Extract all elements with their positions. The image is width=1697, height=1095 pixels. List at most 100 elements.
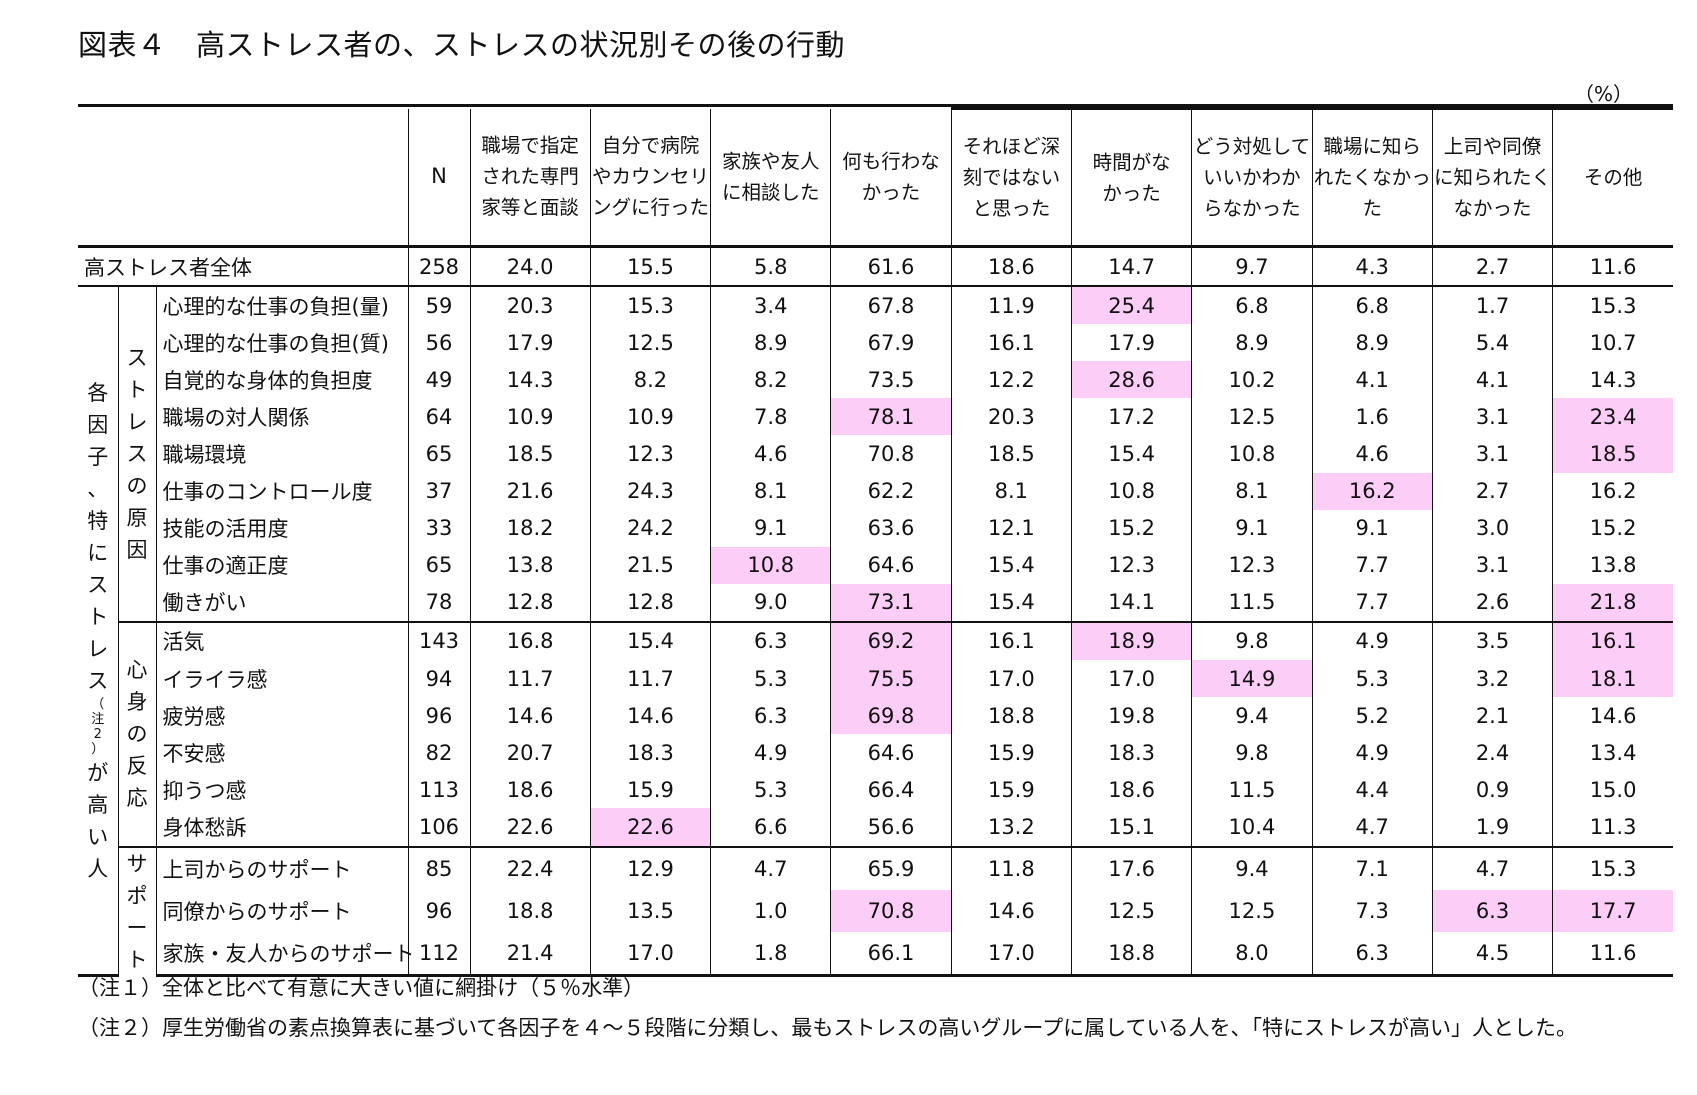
row-value: 15.4	[950, 546, 1072, 584]
row-n: 65	[407, 435, 470, 473]
row-value: 3.4	[710, 286, 831, 325]
row-value: 18.2	[469, 509, 591, 547]
row-value: 13.4	[1552, 734, 1673, 772]
group-label-char: 心	[126, 658, 148, 683]
row-value: 24.3	[589, 472, 711, 510]
group-outer-note-char: 注	[91, 711, 105, 727]
table-row: 仕事の適正度 65 13.8 21.5 10.8 64.6 15.4 12.3 12.3 7.7 3…	[78, 546, 1673, 584]
row-value: 4.6	[1311, 435, 1433, 473]
row-value: 1.6	[1311, 398, 1433, 436]
row-value: 24.2	[589, 509, 711, 547]
row-value: 7.8	[710, 398, 831, 436]
row-value: 9.4	[1191, 697, 1313, 735]
group-outer-label: 各因子、特にストレス（注 2）が高い人	[78, 286, 118, 978]
header-col-5-line: それほど深	[962, 135, 1061, 158]
group-label-char: 身	[126, 690, 148, 715]
row-value: 7.1	[1311, 845, 1433, 890]
row-value: 8.1	[1191, 472, 1313, 510]
row-value: 4.9	[1311, 620, 1433, 661]
total-value: 15.5	[589, 245, 711, 288]
row-value-highlighted: 73.1	[830, 583, 952, 622]
row-value: 10.2	[1191, 361, 1313, 399]
group-label-char: ー	[126, 915, 148, 940]
row-value: 12.5	[589, 324, 711, 362]
total-value: 24.0	[469, 245, 591, 288]
group-label-1: ストレスの原因	[117, 286, 156, 622]
group-label-char: ポ	[126, 883, 148, 908]
table-row: 心理的な仕事の負担(質) 56 17.9 12.5 8.9 67.9 16.1 17.9 8.9…	[78, 324, 1673, 362]
row-value: 17.9	[1070, 324, 1192, 362]
row-value: 12.8	[589, 583, 711, 622]
row-value: 15.9	[950, 771, 1072, 809]
header-col-7-line: どう対処して	[1193, 135, 1311, 158]
table-row: サポート上司からのサポート 85 22.4 12.9 4.7 65.9 11.8 17.6 9.…	[78, 845, 1673, 976]
row-value: 6.8	[1311, 286, 1433, 325]
row-label: 疲労感	[155, 697, 408, 735]
header-col-3: 家族や友人 に相談した	[710, 108, 831, 247]
row-value-highlighted: 16.2	[1311, 472, 1433, 510]
row-value: 13.5	[589, 889, 711, 932]
row-value: 12.3	[1191, 546, 1313, 584]
header-col-8-line: 職場に知ら	[1323, 135, 1421, 158]
row-value: 12.5	[1191, 889, 1313, 932]
group-outer-char: ト	[87, 604, 109, 629]
row-value: 22.4	[469, 845, 591, 890]
row-value: 4.9	[1311, 734, 1433, 772]
group-outer-char: レ	[87, 636, 109, 661]
table-row: 家族・友人からのサポート 112 21.4 17.0 1.8 66.1 17.0 18.8 8.…	[78, 931, 1673, 977]
row-value: 11.5	[1191, 771, 1313, 809]
total-n: 258	[407, 245, 470, 288]
row-value: 11.9	[950, 286, 1072, 325]
notes: （注１）全体と比べて有意に大きい値に網掛け（５％水準） （注２）厚生労働省の素点…	[78, 968, 1577, 1048]
row-value: 17.2	[1070, 398, 1192, 436]
row-value: 18.3	[1070, 734, 1192, 772]
row-value: 15.2	[1552, 509, 1673, 547]
row-value-highlighted: 17.7	[1552, 889, 1673, 932]
row-value: 6.3	[710, 620, 831, 661]
row-n: 64	[407, 398, 470, 436]
group-outer-note-char: （	[91, 696, 105, 712]
table-row: 自覚的な身体的負担度 49 14.3 8.2 8.2 73.5 12.2 28.6 10.2 4.…	[78, 361, 1673, 399]
row-value: 15.9	[589, 771, 711, 809]
group-outer-char: 子	[87, 444, 109, 469]
row-value: 2.1	[1431, 697, 1553, 735]
row-value: 8.9	[1311, 324, 1433, 362]
group-label-char: の	[126, 722, 148, 747]
header-col-2-line: 自分で病院	[601, 134, 700, 158]
row-label: 心理的な仕事の負担(質)	[155, 324, 408, 362]
header-col-9-line: なかった	[1453, 197, 1532, 220]
group-outer-char: 因	[87, 412, 109, 437]
group-outer-note-char: 2	[93, 726, 102, 742]
header-col-9-line: に知られたく	[1434, 166, 1552, 189]
header-col-1-line: 家等と面談	[481, 196, 579, 220]
row-value: 9.8	[1191, 620, 1313, 661]
row-value: 1.8	[710, 931, 831, 977]
header-col-1: 職場で指定 された専門 家等と面談	[469, 108, 591, 247]
header-col-9-line: 上司や同僚	[1443, 135, 1542, 158]
row-value: 14.6	[589, 697, 711, 735]
row-n: 85	[407, 845, 470, 890]
group-label-char: 原	[126, 506, 148, 531]
row-value: 70.8	[830, 435, 952, 473]
row-n: 143	[407, 620, 470, 661]
header-col-3-line: 家族や友人	[721, 149, 820, 173]
row-value: 6.3	[710, 697, 831, 735]
row-value: 3.1	[1431, 398, 1553, 436]
row-value: 10.8	[1070, 472, 1192, 510]
row-value: 21.5	[589, 546, 711, 584]
header-col-2-line: ングに行った	[591, 196, 709, 220]
row-value: 10.9	[469, 398, 591, 436]
row-value: 14.3	[1552, 361, 1673, 399]
row-value: 17.0	[589, 931, 711, 977]
row-label: 技能の活用度	[155, 509, 408, 547]
group-outer-char: 特	[87, 508, 109, 533]
row-value: 9.4	[1191, 845, 1313, 890]
header-col-10: その他	[1552, 107, 1673, 247]
row-value: 3.1	[1431, 546, 1553, 584]
table-row: 身体愁訴 106 22.6 22.6 6.6 56.6 13.2 15.1 10.4 4.7 1.9…	[78, 808, 1673, 847]
row-n: 56	[407, 324, 470, 362]
row-value: 16.2	[1552, 472, 1673, 510]
row-value: 9.1	[1311, 509, 1433, 547]
row-label: 職場の対人関係	[155, 398, 408, 436]
row-label: 心理的な仕事の負担(量)	[155, 286, 408, 325]
